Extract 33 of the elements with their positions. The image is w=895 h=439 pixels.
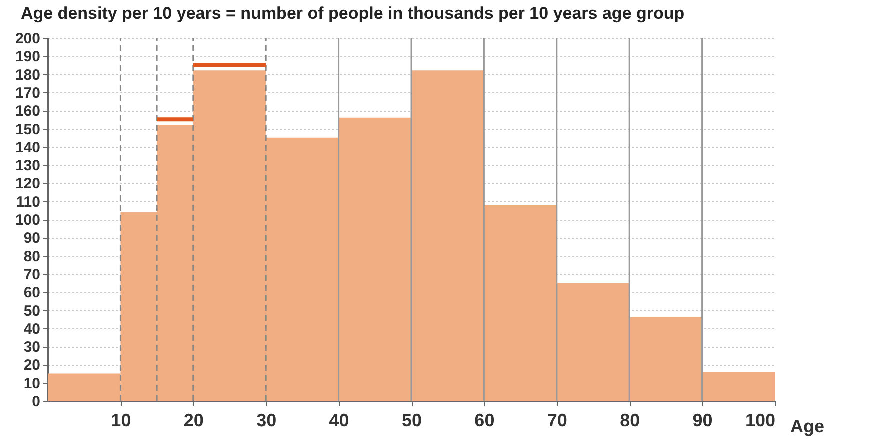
x-tick-label: 70: [547, 410, 568, 430]
x-tick-label: 60: [474, 410, 495, 430]
y-tick-label: 20: [24, 357, 40, 374]
y-tick-label: 150: [15, 121, 40, 138]
y-tick-label: 120: [15, 176, 40, 193]
y-tick-label: 190: [15, 48, 40, 66]
y-tick-label: 130: [15, 158, 40, 175]
y-tick-label: 90: [24, 230, 40, 248]
y-tick-label: 110: [16, 194, 40, 211]
y-tick-label: 180: [15, 66, 40, 84]
y-tick-label: 10: [24, 375, 40, 392]
chart-title: Age density per 10 years = number of people in thousands per 10 years age group: [20, 4, 685, 23]
y-tick-label: 70: [24, 266, 40, 284]
x-tick-label: 40: [329, 410, 350, 430]
y-tick-label: 60: [24, 284, 40, 302]
x-tick-label: 20: [184, 410, 204, 430]
x-tick-label: 90: [692, 410, 713, 430]
y-tick-label: 40: [24, 320, 40, 338]
x-tick-label: 80: [620, 410, 640, 430]
y-tick-label: 100: [15, 212, 40, 229]
x-tick-label: 30: [256, 410, 277, 430]
y-tick-label: 200: [15, 30, 40, 48]
x-tick-label: 10: [111, 410, 132, 430]
y-tick-label: 80: [24, 248, 40, 266]
x-axis-title: Age: [790, 416, 825, 436]
y-tick-label: 0: [32, 394, 40, 410]
y-tick-label: 30: [24, 339, 40, 356]
y-tick-label: 170: [15, 84, 40, 102]
y-tick-label: 160: [15, 103, 40, 120]
x-tick-label: 50: [402, 410, 422, 430]
y-tick-label: 50: [24, 302, 40, 320]
y-tick-label: 140: [15, 139, 40, 156]
x-tick-label: 100: [745, 410, 776, 430]
